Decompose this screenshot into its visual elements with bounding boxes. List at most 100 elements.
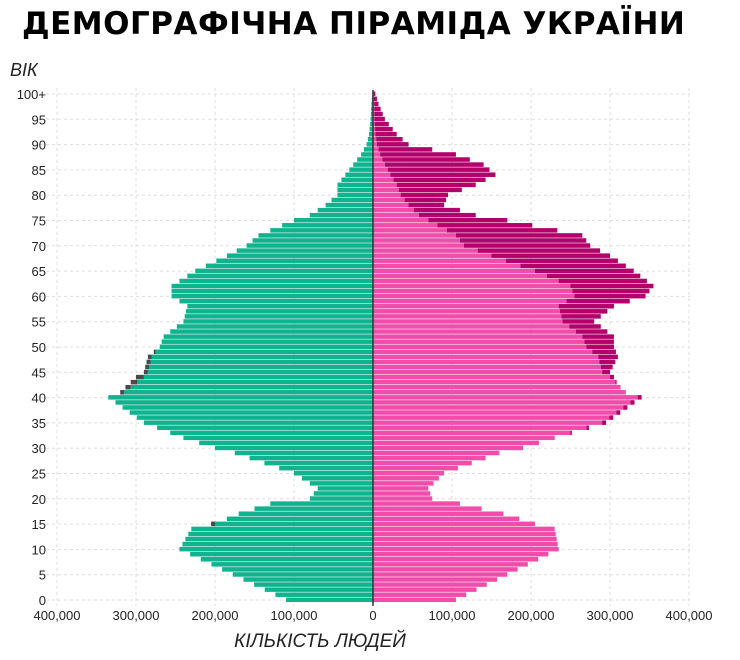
female-bar: [373, 516, 520, 522]
male-bar: [252, 238, 373, 243]
y-tick-label: 45: [32, 365, 46, 380]
female-excess-bar: [413, 207, 460, 213]
male-bar: [190, 551, 373, 557]
male-deficit-bar: [211, 521, 215, 527]
female-bar: [373, 526, 555, 532]
male-bar: [254, 582, 373, 587]
population-bars: [108, 90, 654, 606]
female-excess-bar: [463, 243, 591, 248]
male-bar: [361, 152, 373, 157]
female-bar: [373, 460, 472, 466]
female-excess-bar: [558, 278, 647, 284]
female-bar: [373, 116, 375, 122]
female-excess-bar: [374, 116, 385, 122]
female-bar: [373, 273, 547, 279]
female-bar: [373, 263, 521, 269]
male-bar: [184, 314, 373, 319]
female-excess-bar: [374, 111, 383, 117]
male-deficit-bar: [136, 374, 144, 380]
female-bar: [373, 521, 535, 527]
female-bar: [373, 465, 458, 471]
male-bar: [200, 557, 373, 562]
male-bar: [317, 486, 373, 491]
female-bar: [373, 228, 447, 233]
male-bar: [108, 395, 373, 400]
male-bar: [215, 445, 373, 451]
female-bar: [373, 192, 401, 198]
y-tick-label: 65: [32, 264, 46, 279]
male-bar: [331, 197, 373, 203]
male-deficit-bar: [147, 354, 152, 360]
male-bar: [179, 546, 373, 552]
male-bar: [182, 541, 373, 547]
female-bar: [373, 531, 556, 537]
y-tick-label: 40: [32, 391, 46, 406]
female-bar: [373, 496, 433, 501]
female-excess-bar: [376, 142, 409, 147]
male-bar: [211, 562, 373, 567]
female-bar: [373, 182, 397, 188]
male-deficit-bar: [145, 364, 150, 370]
male-bar: [176, 324, 373, 329]
male-bar: [317, 207, 373, 213]
male-bar: [170, 430, 373, 436]
female-bar: [373, 121, 375, 127]
y-axis-label: ВІК: [10, 60, 38, 80]
female-bar: [373, 298, 567, 304]
female-bar: [373, 425, 587, 430]
male-bar: [155, 349, 373, 355]
x-tick-label: 400,000: [34, 608, 81, 623]
y-tick-label: 80: [32, 188, 46, 203]
female-bar: [373, 319, 563, 324]
male-bar: [264, 587, 373, 592]
female-bar: [373, 506, 482, 511]
female-bar: [373, 137, 377, 142]
male-bar: [370, 116, 373, 122]
male-bar: [205, 263, 373, 269]
x-tick-label: 200,000: [508, 608, 555, 623]
female-bar: [373, 562, 528, 567]
female-bar: [373, 212, 419, 218]
male-deficit-bar: [153, 349, 156, 355]
x-tick-label: 200,000: [192, 608, 239, 623]
female-excess-bar: [582, 334, 614, 339]
female-excess-bar: [437, 223, 533, 228]
male-bar: [187, 273, 373, 279]
male-bar: [183, 319, 373, 324]
x-tick-label: 300,000: [113, 608, 160, 623]
y-tick-label: 15: [32, 517, 46, 532]
female-bar: [373, 142, 377, 147]
male-bar: [369, 126, 373, 132]
y-tick-label: 100+: [17, 87, 46, 102]
male-bar: [179, 278, 373, 284]
female-excess-bar: [374, 101, 379, 107]
female-excess-bar: [566, 298, 630, 304]
male-deficit-bar: [143, 369, 148, 375]
male-bar: [185, 536, 373, 542]
female-bar: [373, 455, 486, 461]
female-excess-bar: [373, 96, 377, 102]
female-excess-bar: [602, 420, 607, 425]
male-deficit-bar: [130, 379, 138, 385]
y-tick-label: 10: [32, 542, 46, 557]
female-bar: [373, 207, 414, 213]
female-excess-bar: [491, 253, 610, 258]
male-bar: [170, 329, 373, 334]
female-bar: [373, 572, 508, 577]
female-excess-bar: [477, 248, 601, 253]
male-bar: [215, 521, 373, 527]
female-bar: [373, 309, 560, 314]
male-bar: [161, 339, 373, 344]
female-bar: [373, 324, 570, 329]
female-excess-bar: [630, 400, 635, 405]
male-bar: [222, 567, 373, 572]
female-bar: [373, 238, 460, 243]
female-bar: [373, 217, 429, 223]
female-excess-bar: [374, 121, 389, 127]
female-excess-bar: [374, 106, 381, 112]
female-excess-bar: [384, 162, 484, 167]
female-bar: [373, 131, 376, 137]
y-tick-label: 70: [32, 239, 46, 254]
male-bar: [309, 496, 373, 501]
male-bar: [275, 592, 373, 597]
